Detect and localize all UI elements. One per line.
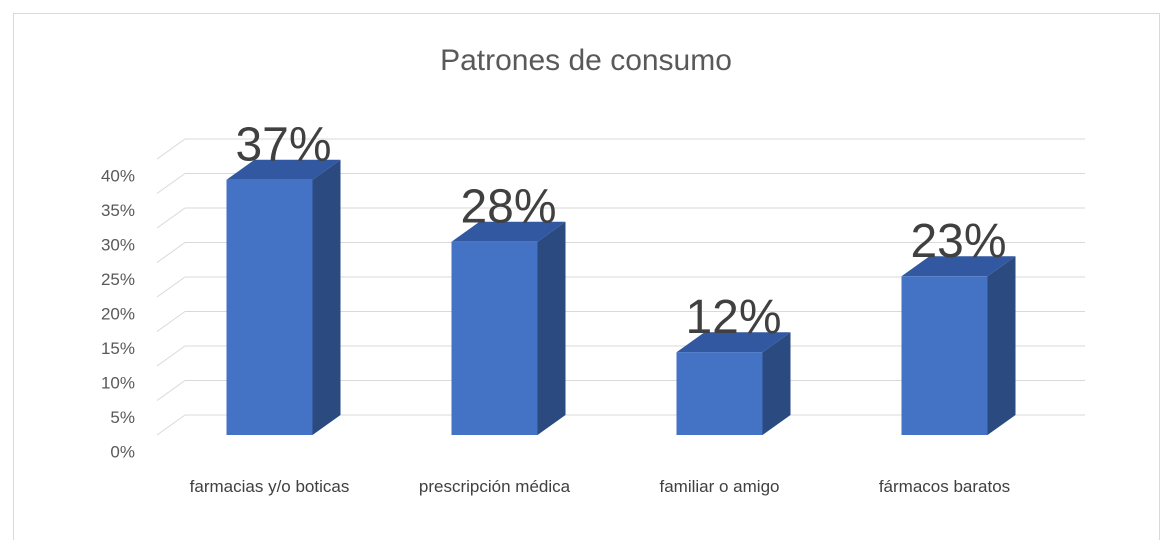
bar-top bbox=[676, 332, 791, 353]
chart-title: Patrones de consumo bbox=[440, 44, 732, 77]
bar-side bbox=[537, 221, 566, 435]
y-tick-label: 20% bbox=[101, 304, 135, 323]
bar-front bbox=[226, 179, 313, 435]
y-tick-label: 35% bbox=[101, 201, 135, 220]
data-label: 23% bbox=[910, 215, 1006, 268]
x-tick-label: farmacias y/o boticas bbox=[189, 477, 350, 496]
bar-top bbox=[226, 159, 341, 180]
grid-line bbox=[156, 276, 186, 298]
data-label: 28% bbox=[460, 180, 556, 233]
grid-line bbox=[156, 173, 186, 194]
grid-line bbox=[156, 414, 186, 436]
bar bbox=[451, 221, 566, 435]
grid-line bbox=[156, 311, 186, 332]
bar-side bbox=[762, 332, 791, 435]
bar-front bbox=[451, 241, 538, 435]
x-tick-label: familiar o amigo bbox=[659, 477, 780, 496]
y-tick-label: 5% bbox=[110, 408, 135, 427]
bar-top bbox=[451, 221, 566, 242]
data-label: 37% bbox=[235, 118, 331, 171]
bar-top bbox=[901, 256, 1016, 277]
y-tick-label: 0% bbox=[110, 442, 135, 461]
bar-front bbox=[901, 276, 988, 435]
bar bbox=[226, 159, 341, 435]
grid-line bbox=[156, 345, 186, 367]
x-tick-label: fármacos baratos bbox=[878, 477, 1011, 496]
data-label: 12% bbox=[685, 291, 781, 344]
bar bbox=[901, 256, 1016, 435]
y-tick-label: 40% bbox=[101, 166, 135, 185]
grid-line bbox=[156, 207, 186, 229]
bar-side bbox=[312, 159, 341, 435]
y-tick-label: 30% bbox=[101, 235, 135, 254]
y-tick-label: 10% bbox=[101, 373, 135, 392]
bar bbox=[676, 332, 791, 435]
grid-line bbox=[156, 242, 186, 263]
x-tick-label: prescripción médica bbox=[418, 477, 571, 496]
y-tick-label: 25% bbox=[101, 270, 135, 289]
grid-line bbox=[156, 138, 186, 160]
bar-side bbox=[987, 256, 1016, 435]
bar-front bbox=[676, 352, 763, 435]
y-tick-label: 15% bbox=[101, 339, 135, 358]
grid-line bbox=[156, 380, 186, 401]
